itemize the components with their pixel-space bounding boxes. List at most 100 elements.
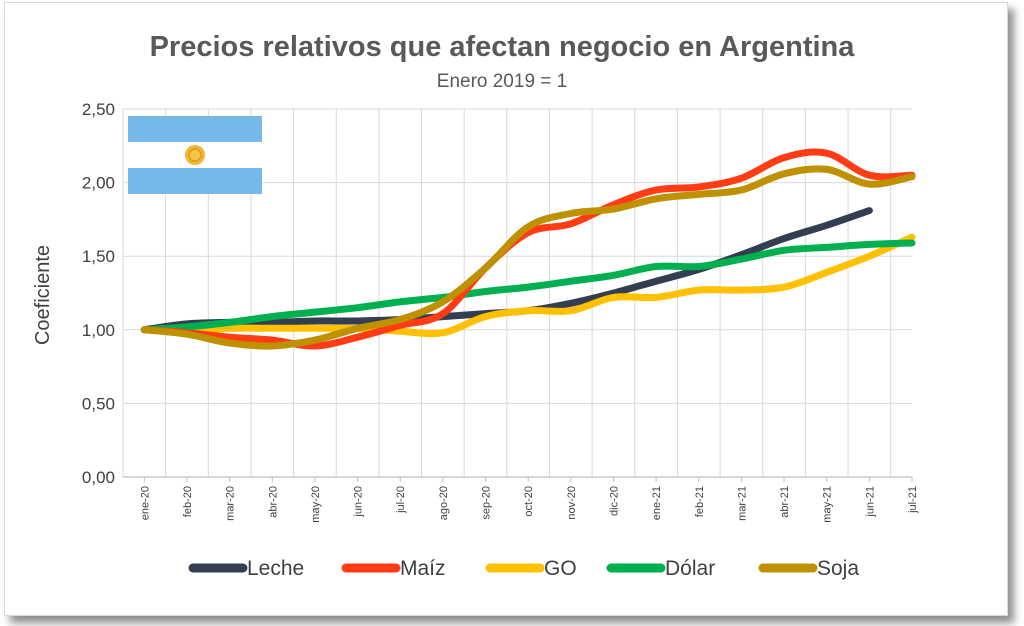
y-tick-label: 2,00 <box>82 174 115 193</box>
data-point <box>398 317 402 321</box>
data-point <box>398 329 402 333</box>
data-point <box>484 290 488 294</box>
data-point <box>867 182 871 186</box>
data-point <box>697 265 701 269</box>
data-point <box>356 319 360 323</box>
x-tick-label: abr-20 <box>267 486 279 518</box>
data-point <box>825 151 829 155</box>
chart-title: Precios relativos que afectan negocio en… <box>150 31 856 63</box>
x-tick-label: may-20 <box>310 486 322 523</box>
data-point <box>569 301 573 305</box>
data-point <box>910 235 914 239</box>
data-point <box>611 295 615 299</box>
y-tick-label: 0,00 <box>82 468 115 487</box>
x-tick-label: abr-21 <box>779 486 791 518</box>
x-axis: ene-20 feb-20 mar-20 abr-20 may-20 jun-20 jul-… <box>139 477 919 523</box>
data-point <box>398 300 402 304</box>
x-tick-label: sep-20 <box>481 486 493 520</box>
data-point <box>313 326 317 330</box>
data-point <box>739 188 743 192</box>
data-point <box>526 231 530 235</box>
data-point <box>739 288 743 292</box>
data-point <box>270 338 274 342</box>
data-point <box>825 167 829 171</box>
data-point <box>739 176 743 180</box>
data-point <box>697 288 701 292</box>
data-point <box>228 320 232 324</box>
grid <box>122 108 912 478</box>
y-tick-label: 1,00 <box>82 321 115 340</box>
chart-subtitle: Enero 2019 = 1 <box>437 71 567 92</box>
y-tick-label: 1,50 <box>82 247 115 266</box>
data-point <box>825 245 829 249</box>
legend-label: Maíz <box>400 557 446 580</box>
x-tick-label: feb-20 <box>182 486 194 517</box>
data-point <box>654 265 658 269</box>
y-axis-label: Coeficiente <box>32 245 54 345</box>
data-point <box>739 257 743 261</box>
data-point <box>313 319 317 323</box>
data-point <box>270 326 274 330</box>
data-point <box>697 185 701 189</box>
data-point <box>441 300 445 304</box>
data-point <box>356 326 360 330</box>
legend-label: GO <box>544 557 577 580</box>
data-point <box>569 222 573 226</box>
data-point <box>782 248 786 252</box>
x-tick-label: oct-20 <box>523 486 535 517</box>
data-point <box>782 237 786 241</box>
y-tick-label: 0,50 <box>82 394 115 413</box>
data-point <box>526 285 530 289</box>
y-tick-label: 2,50 <box>82 100 115 119</box>
data-point <box>313 344 317 348</box>
x-tick-label: dic-20 <box>608 486 620 516</box>
data-point <box>782 156 786 160</box>
data-point <box>910 175 914 179</box>
data-point <box>441 331 445 335</box>
x-tick-label: nov-20 <box>566 486 578 520</box>
data-point <box>441 312 445 316</box>
data-point <box>185 325 189 329</box>
x-tick-label: feb-21 <box>694 486 706 517</box>
data-point <box>569 279 573 283</box>
legend-label: Dólar <box>665 557 715 580</box>
data-point <box>611 273 615 277</box>
x-tick-label: jun-21 <box>864 486 876 518</box>
data-point <box>654 279 658 283</box>
data-point <box>910 241 914 245</box>
data-point <box>228 341 232 345</box>
data-point <box>270 344 274 348</box>
data-point <box>654 197 658 201</box>
data-point <box>484 266 488 270</box>
data-point <box>654 188 658 192</box>
data-point <box>867 254 871 258</box>
x-tick-label: jul-20 <box>395 486 407 514</box>
x-tick-label: jun-20 <box>353 486 365 518</box>
x-tick-label: mar-21 <box>736 486 748 521</box>
x-tick-label: mar-20 <box>225 486 237 521</box>
data-point <box>697 192 701 196</box>
data-point <box>526 225 530 229</box>
data-point <box>611 207 615 211</box>
legend-label: Leche <box>247 557 304 580</box>
x-tick-label: may-21 <box>822 486 834 523</box>
data-point <box>270 315 274 319</box>
data-point <box>825 223 829 227</box>
data-point <box>782 285 786 289</box>
argentina-flag-icon <box>128 116 262 194</box>
data-point <box>142 328 146 332</box>
data-point <box>825 270 829 274</box>
data-point <box>228 335 232 339</box>
data-point <box>654 295 658 299</box>
data-point <box>398 323 402 327</box>
x-tick-label: ene-21 <box>651 486 663 520</box>
data-point <box>356 306 360 310</box>
data-point <box>270 320 274 324</box>
data-point <box>228 326 232 330</box>
series-lines <box>140 148 916 350</box>
y-axis: 0,00 0,50 1,00 1,50 2,00 2,50 <box>82 100 115 487</box>
data-point <box>484 315 488 319</box>
x-tick-label: ene-20 <box>139 486 151 520</box>
legend-label: Soja <box>817 557 859 580</box>
